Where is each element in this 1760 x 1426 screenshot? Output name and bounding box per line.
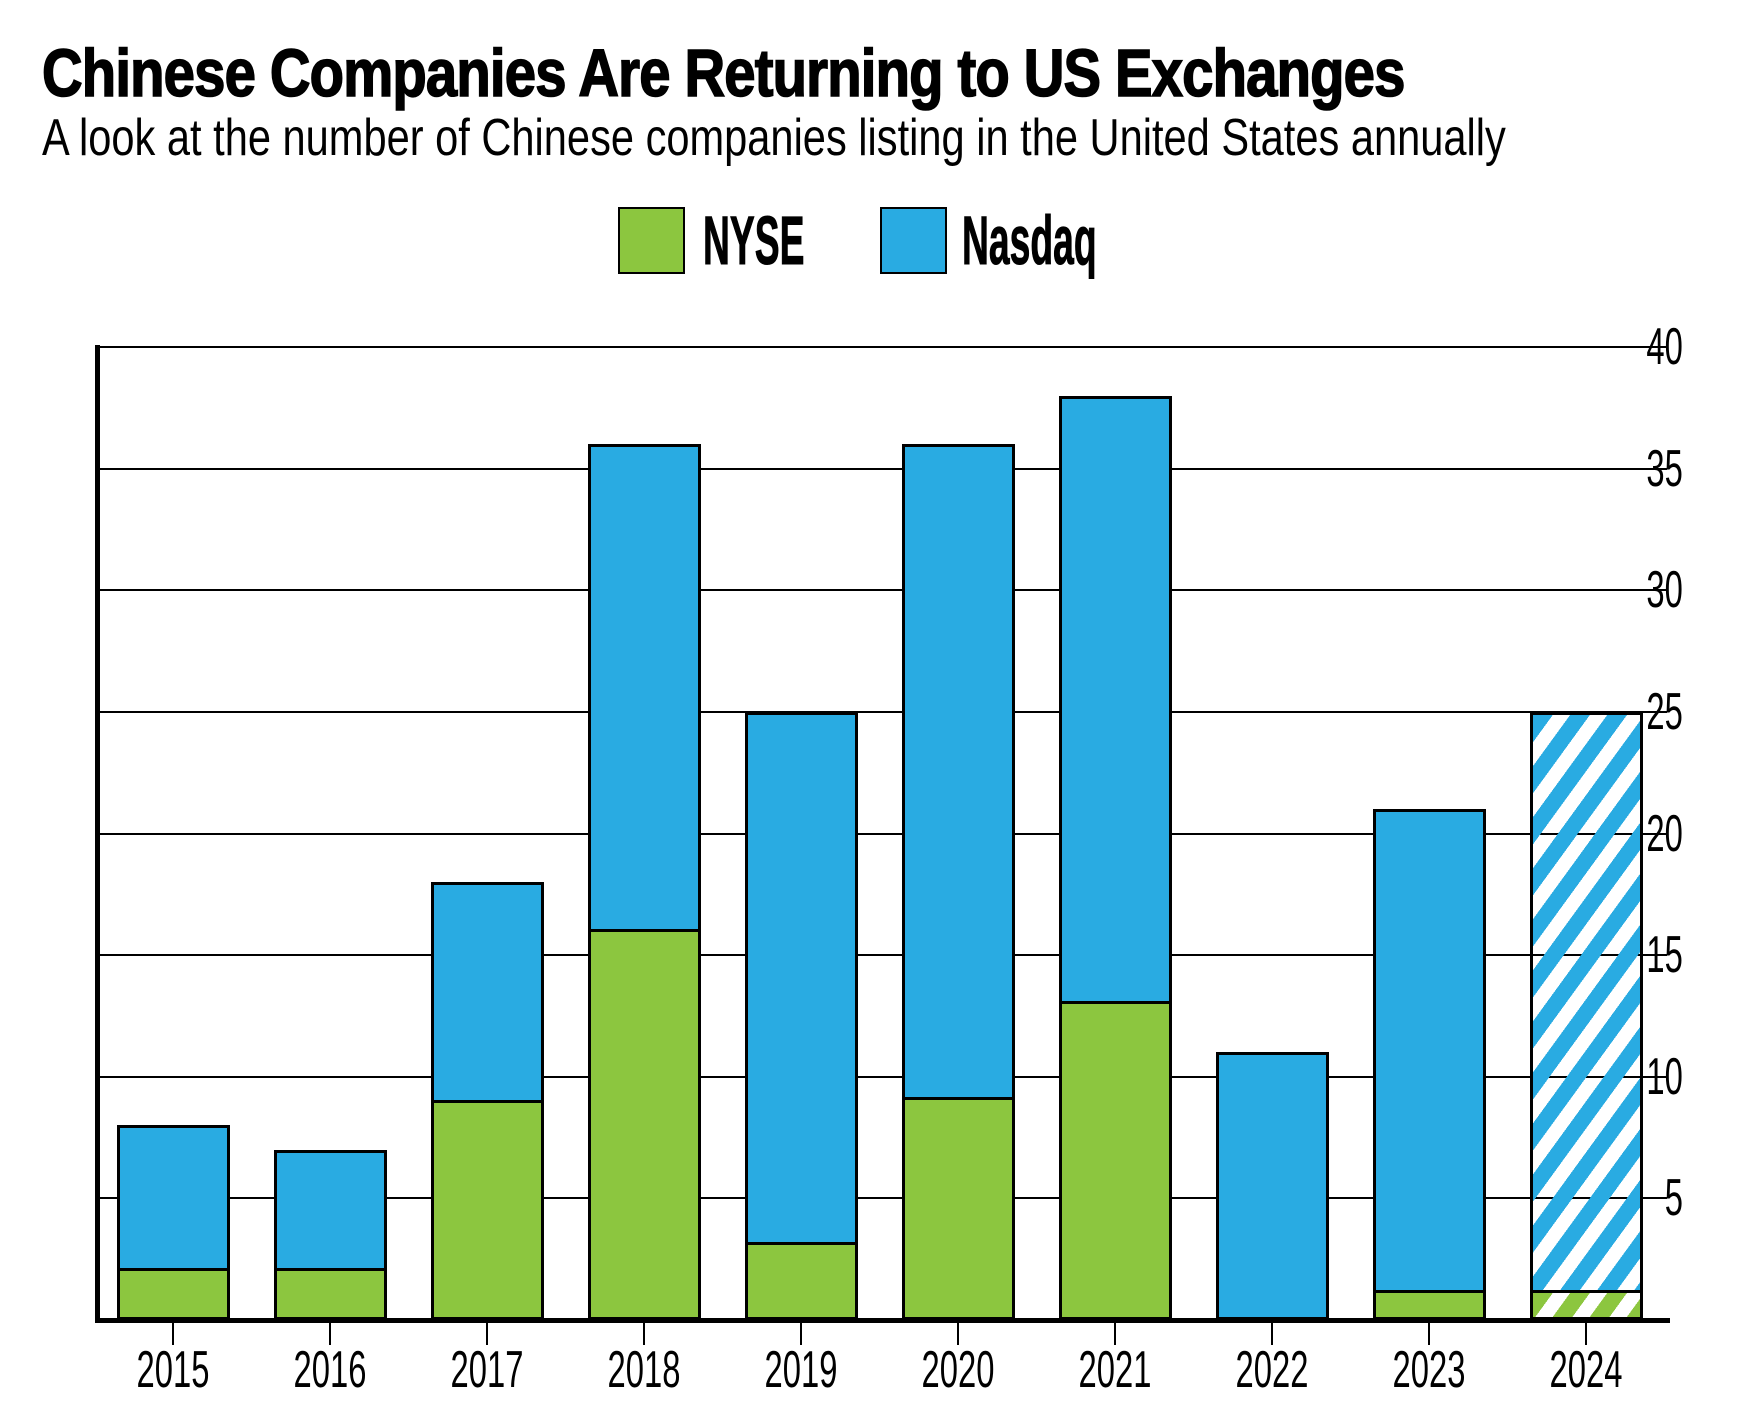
bar-2020	[901, 444, 1015, 1320]
y-gridline-10	[97, 1076, 1667, 1078]
bar-2015-nasdaq-segment	[119, 1128, 227, 1268]
bar-2018-nasdaq-segment	[590, 447, 698, 929]
y-tick-label-35: 35	[1646, 440, 1683, 498]
bar-2024-nyse-segment	[1532, 1290, 1640, 1317]
y-tick-label-20: 20	[1646, 805, 1683, 863]
x-tick-2018	[643, 1323, 645, 1345]
bar-2021-nasdaq-segment	[1061, 398, 1169, 1001]
bar-2015-nyse-segment	[119, 1267, 227, 1317]
y-tick-label-30: 30	[1646, 561, 1683, 619]
y-tick-label-15: 15	[1646, 926, 1683, 984]
y-tick-label-25: 25	[1646, 683, 1683, 741]
x-tick-label-2018: 2018	[607, 1341, 681, 1399]
y-gridline-20	[97, 833, 1667, 835]
bar-2024	[1529, 711, 1643, 1320]
x-tick-2021	[1114, 1323, 1116, 1345]
bar-2023-nasdaq-segment	[1375, 812, 1483, 1291]
x-tick-2023	[1428, 1323, 1430, 1345]
bar-2017-nyse-segment	[433, 1099, 541, 1317]
bar-2022-nasdaq-segment	[1218, 1055, 1326, 1317]
y-axis-spine	[95, 345, 100, 1323]
x-tick-2016	[329, 1323, 331, 1345]
x-tick-label-2016: 2016	[293, 1341, 367, 1399]
legend-swatch-nyse-icon	[618, 207, 685, 274]
y-tick-label-10: 10	[1646, 1048, 1683, 1106]
legend-label-nasdaq: Nasdaq	[962, 202, 1097, 279]
bar-2021	[1058, 395, 1172, 1320]
bar-2018-nyse-segment	[590, 928, 698, 1317]
bar-2022	[1215, 1052, 1329, 1320]
x-axis-baseline	[95, 1318, 1670, 1323]
bar-2020-nyse-segment	[904, 1097, 1012, 1317]
x-tick-label-2021: 2021	[1078, 1341, 1152, 1399]
y-tick-label-5: 5	[1664, 1169, 1683, 1227]
y-tick-label-40: 40	[1646, 318, 1683, 376]
bar-2016-nyse-segment	[276, 1267, 384, 1317]
y-gridline-5	[97, 1197, 1667, 1199]
bar-2017	[430, 882, 544, 1320]
x-tick-label-2015: 2015	[136, 1341, 210, 1399]
bar-2019	[744, 711, 858, 1320]
x-tick-label-2022: 2022	[1235, 1341, 1309, 1399]
bar-2015	[116, 1125, 230, 1320]
x-tick-label-2024: 2024	[1549, 1341, 1623, 1399]
x-tick-2015	[172, 1323, 174, 1345]
page-subtitle: A look at the number of Chinese companie…	[42, 109, 1506, 167]
page-title: Chinese Companies Are Returning to US Ex…	[41, 36, 1406, 111]
bar-2017-nasdaq-segment	[433, 885, 541, 1100]
x-tick-2017	[486, 1323, 488, 1345]
legend-label-nyse: NYSE	[703, 202, 805, 279]
y-gridline-40	[97, 346, 1667, 348]
bar-2023	[1372, 809, 1486, 1320]
x-tick-2022	[1271, 1323, 1273, 1345]
legend-swatch-nasdaq-icon	[880, 207, 947, 274]
y-gridline-25	[97, 711, 1667, 713]
bar-2020-nasdaq-segment	[904, 447, 1012, 1098]
x-tick-label-2020: 2020	[921, 1341, 995, 1399]
bar-2024-nasdaq-segment	[1532, 714, 1640, 1291]
x-tick-2019	[800, 1323, 802, 1345]
x-tick-label-2019: 2019	[764, 1341, 838, 1399]
bar-2016-nasdaq-segment	[276, 1152, 384, 1268]
x-tick-label-2017: 2017	[450, 1341, 524, 1399]
bar-2019-nyse-segment	[747, 1242, 855, 1317]
bar-2016	[273, 1149, 387, 1320]
y-gridline-30	[97, 589, 1667, 591]
bar-2018	[587, 444, 701, 1320]
bar-2023-nyse-segment	[1375, 1290, 1483, 1317]
bar-2021-nyse-segment	[1061, 1000, 1169, 1317]
x-tick-2024	[1585, 1323, 1587, 1345]
bar-2019-nasdaq-segment	[747, 714, 855, 1243]
x-tick-label-2023: 2023	[1392, 1341, 1466, 1399]
y-gridline-35	[97, 468, 1667, 470]
y-gridline-15	[97, 954, 1667, 956]
x-tick-2020	[957, 1323, 959, 1345]
